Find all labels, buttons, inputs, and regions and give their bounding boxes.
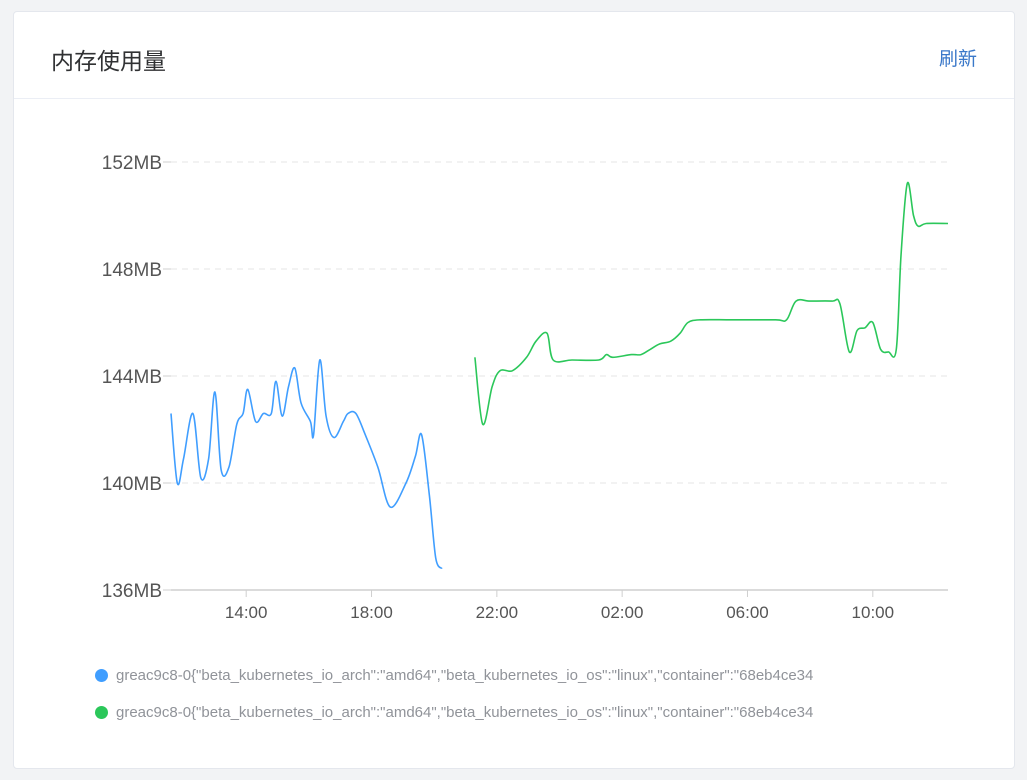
x-tick-label: 18:00 <box>350 603 393 622</box>
y-tick-label: 152MB <box>102 153 162 174</box>
x-tick-label: 14:00 <box>225 603 268 622</box>
legend-label: greac9c8-0{"beta_kubernetes_io_arch":"am… <box>116 704 813 721</box>
series-line-2 <box>475 182 948 424</box>
x-tick-label: 06:00 <box>726 603 769 622</box>
y-tick-label: 148MB <box>102 260 162 281</box>
x-tick-label: 22:00 <box>476 603 519 622</box>
x-tick-label: 10:00 <box>852 603 895 622</box>
x-tick-label: 02:00 <box>601 603 644 622</box>
legend-color-dot <box>95 669 108 682</box>
legend-item-2[interactable]: greac9c8-0{"beta_kubernetes_io_arch":"am… <box>95 701 885 723</box>
y-tick-label: 140MB <box>102 474 162 495</box>
y-tick-label: 136MB <box>102 581 162 602</box>
legend-color-dot <box>95 706 108 719</box>
y-tick-label: 144MB <box>102 367 162 388</box>
chart-legend: greac9c8-0{"beta_kubernetes_io_arch":"am… <box>95 664 885 738</box>
legend-label: greac9c8-0{"beta_kubernetes_io_arch":"am… <box>116 667 813 684</box>
series-line-1 <box>171 360 442 569</box>
legend-item-1[interactable]: greac9c8-0{"beta_kubernetes_io_arch":"am… <box>95 664 885 686</box>
